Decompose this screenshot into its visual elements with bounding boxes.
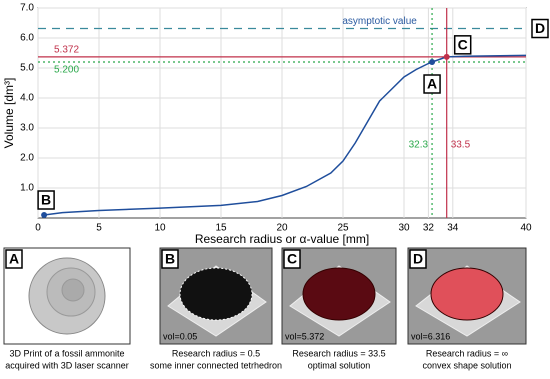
caption: Research radius = ∞ [426, 348, 508, 358]
panel-letter: A [9, 251, 19, 267]
caption: optimal solution [308, 360, 371, 370]
caption: some inner connected tetrhedron [150, 360, 282, 370]
panel-letter: C [287, 251, 297, 267]
volume-label: vol=0.05 [163, 331, 197, 341]
y-axis-label: Volume [dm³] [2, 78, 16, 149]
corner-label: D [535, 20, 545, 36]
ammonite [61, 278, 85, 302]
x-tick-label: 10 [154, 223, 166, 234]
corner-label-box [531, 18, 549, 39]
y-tick-label: 3.0 [20, 123, 34, 134]
x-tick-label: 30 [398, 223, 410, 234]
y-tick-label: 7.0 [20, 3, 34, 14]
volume-label: vol=6.316 [411, 331, 450, 341]
marker [443, 53, 450, 60]
reference-label: 33.5 [451, 140, 471, 151]
marker-label-box [37, 190, 55, 210]
y-tick-label: 6.0 [20, 33, 34, 44]
marker-label-box [453, 35, 472, 55]
x-tick-label: 15 [215, 223, 227, 234]
mesh [302, 267, 376, 321]
caption: convex shape solution [422, 360, 511, 370]
y-tick-label: 4.0 [20, 93, 34, 104]
x-tick-label: 32 [423, 223, 435, 234]
y-tick-label: 5.0 [20, 63, 34, 74]
panel-letter-box [161, 249, 179, 269]
caption: 3D Print of a fossil ammonite [9, 348, 124, 358]
x-tick-label: 25 [337, 223, 349, 234]
x-tick-label: 5 [96, 223, 102, 234]
reference-label: 5.372 [54, 44, 79, 55]
panel-letter-box [5, 249, 23, 269]
x-tick-label: 34 [447, 223, 459, 234]
y-tick-label: 1.0 [20, 183, 34, 194]
mesh [430, 267, 504, 321]
x-axis-label: Research radius or α-value [mm] [195, 232, 369, 246]
marker-label: A [427, 76, 437, 92]
y-tick-label: 2.0 [20, 153, 34, 164]
x-tick-label: 0 [35, 223, 41, 234]
caption: Research radius = 33.5 [292, 348, 385, 358]
marker [429, 59, 436, 65]
x-tick-label: 20 [276, 223, 288, 234]
panel-letter: D [413, 251, 423, 267]
caption: Research radius = 0.5 [172, 348, 260, 358]
reference-label: 5.200 [54, 65, 79, 76]
panel-letter: B [165, 251, 175, 267]
marker-label: B [41, 192, 51, 208]
mesh [179, 267, 253, 321]
reference-text: asymptotic value [342, 16, 417, 27]
reference-label: 32.3 [409, 140, 429, 151]
marker-label-box [423, 74, 441, 94]
x-tick-label: 40 [520, 223, 532, 234]
marker-label: C [458, 37, 468, 53]
panel-letter-box [283, 249, 301, 269]
marker [41, 212, 48, 218]
data-line [44, 54, 527, 216]
volume-label: vol=5.372 [285, 331, 324, 341]
panel-letter-box [409, 249, 427, 269]
caption: acquired with 3D laser scanner [5, 360, 129, 370]
